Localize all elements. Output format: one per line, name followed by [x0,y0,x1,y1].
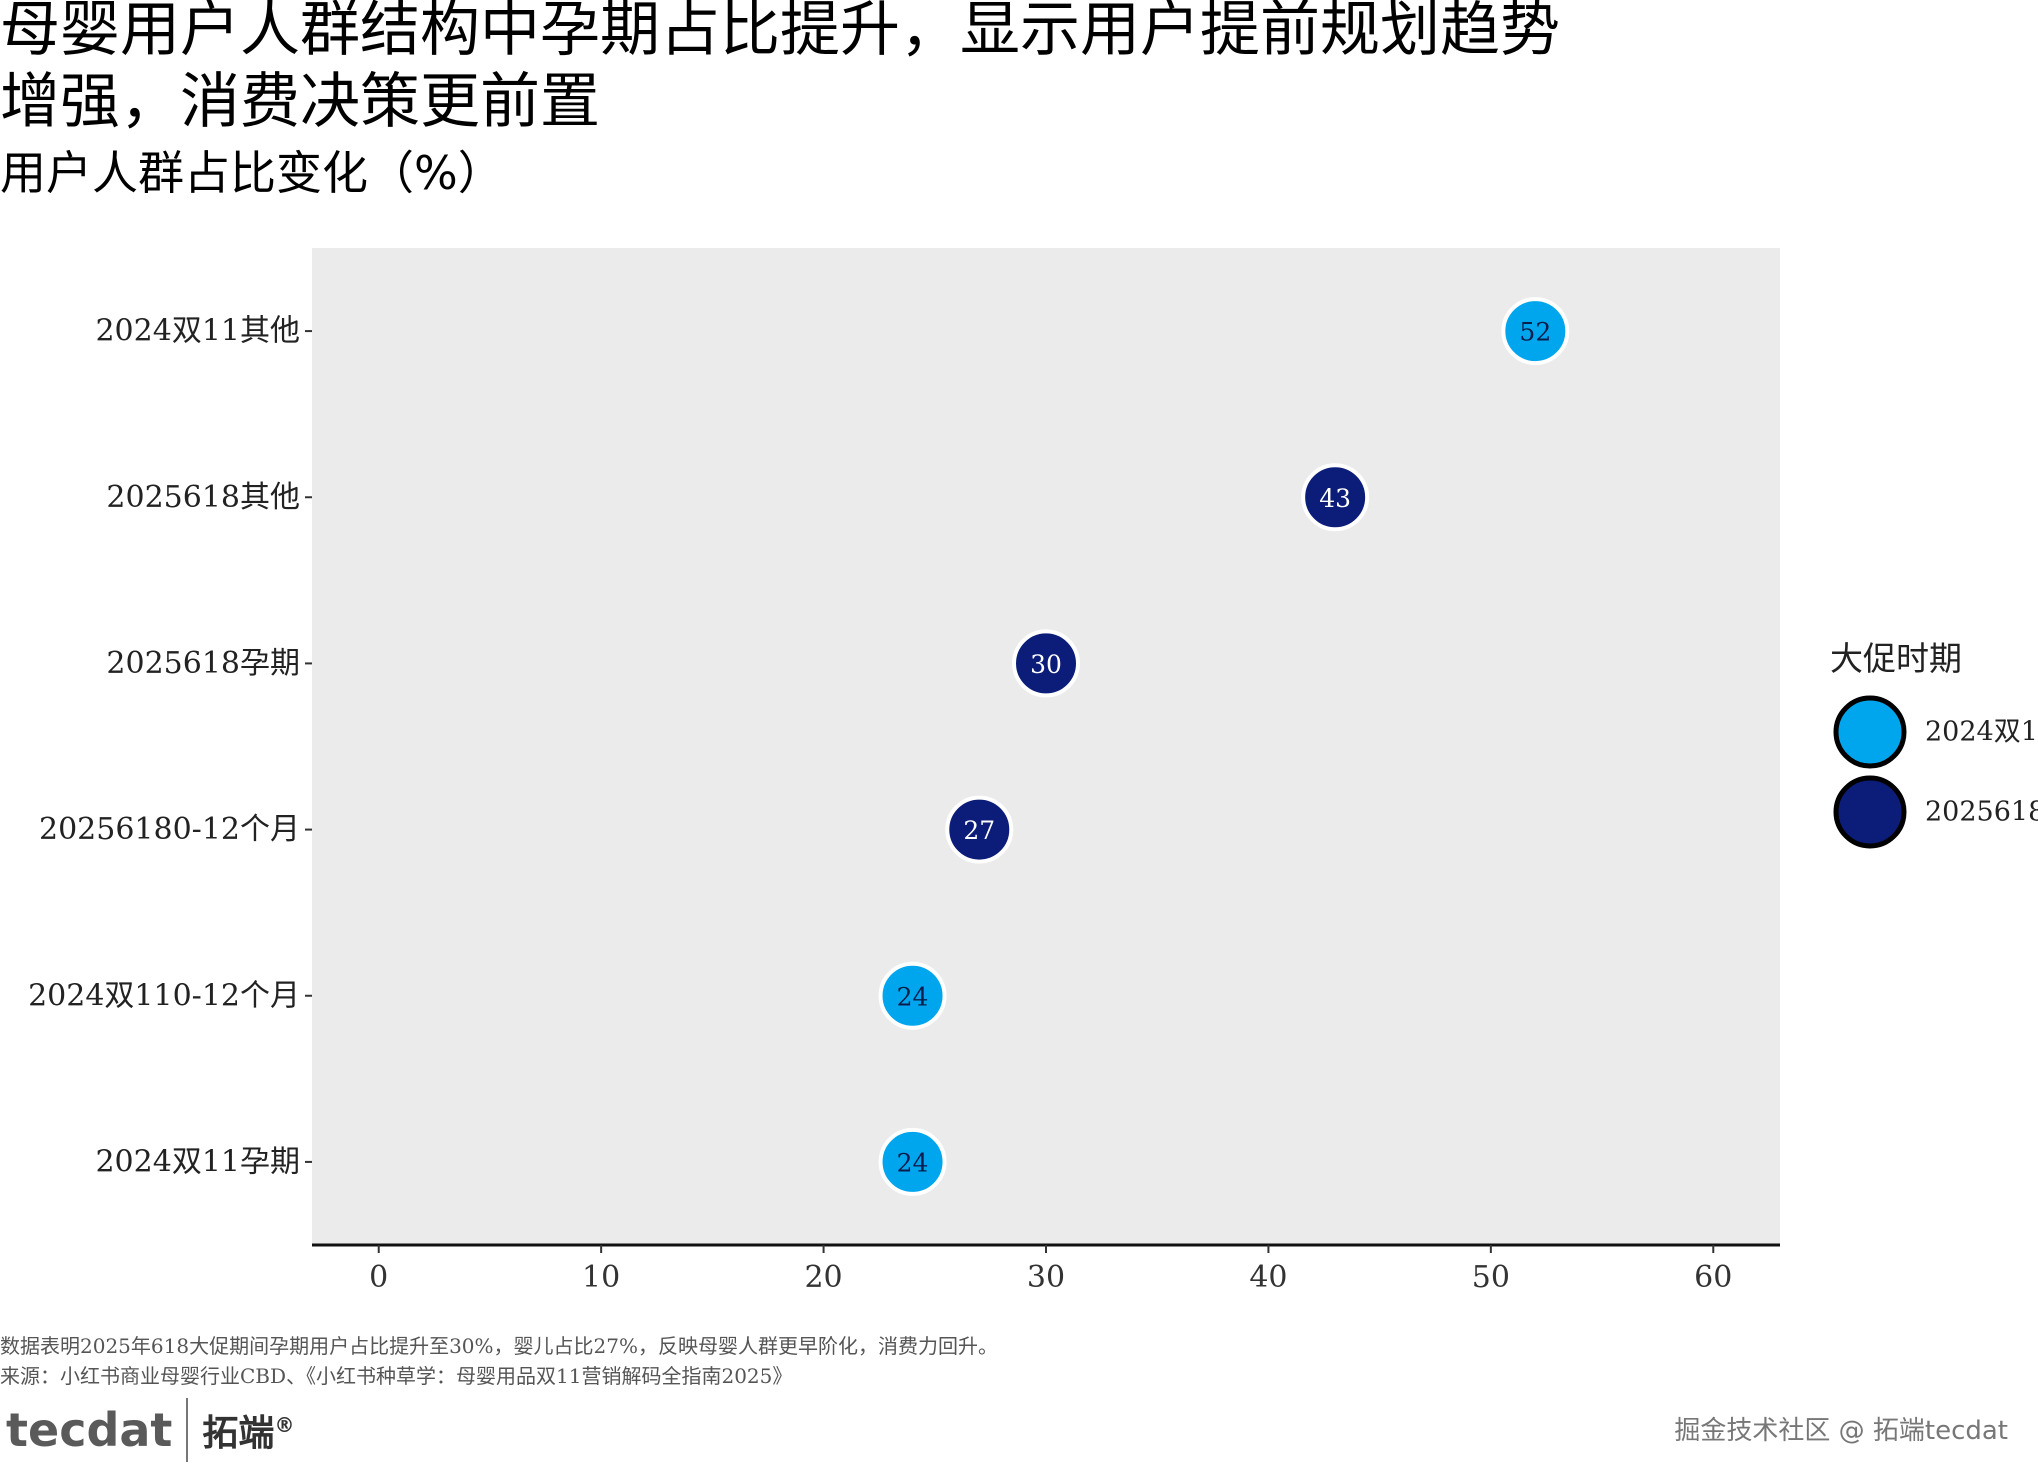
logo-text: tecdat [6,1403,173,1457]
y-axis: 2024双11其他 2025618其他 2025618孕期 20256180-12个月… [28,314,312,1179]
data-point [1501,297,1570,366]
chart-title-line2: 增强，消费决策更前置 [0,67,600,137]
x-tick-label: 0 [369,1260,388,1295]
logo-chinese: 拓端® [202,1404,294,1456]
y-tick-label: 2024双11其他 [95,314,300,349]
data-point [1301,463,1370,532]
data-label: 52 [1519,318,1551,347]
legend-label: 2025618 [1925,797,2038,828]
data-label: 24 [897,1148,929,1177]
x-tick-label: 50 [1472,1260,1510,1295]
legend: 大促时期 2024双11 2025618 [1830,639,2038,849]
y-tick-label: 2024双110-12个月 [28,978,300,1013]
x-tick-label: 30 [1027,1260,1065,1295]
watermark: 掘金技术社区 @ 拓端tecdat [1674,1416,2008,1446]
data-label: 27 [963,816,995,845]
legend-title: 大促时期 [1830,639,1962,678]
footnote: 数据表明2025年618大促期间孕期用户占比提升至30%，婴儿占比27%，反映母… [0,1334,998,1358]
registered-mark: ® [274,1413,295,1437]
chart-title-line1: 母婴用户人群结构中孕期占比提升，显示用户提前规划趋势 [0,0,1560,65]
legend-key [1833,775,1907,849]
plot-panel [312,248,1780,1245]
source-note: 来源：小红书商业母婴行业CBD、《小红书种草学：母婴用品双11营销解码全指南20… [0,1364,793,1388]
y-tick-label: 2025618孕期 [106,646,300,681]
x-tick-label: 20 [804,1260,842,1295]
y-tick-label: 2024双11孕期 [95,1144,300,1179]
y-tick-label: 2025618其他 [106,480,300,515]
logo-divider [186,1398,189,1462]
x-tick-label: 10 [582,1260,620,1295]
x-tick-label: 40 [1249,1260,1287,1295]
data-label: 30 [1030,650,1062,679]
data-label: 24 [897,982,929,1011]
data-label: 43 [1319,484,1351,513]
logo-chinese-text: 拓端 [202,1413,275,1454]
y-tick-label: 20256180-12个月 [39,812,300,847]
data-point [878,961,947,1030]
data-point [945,795,1014,864]
x-axis: 0 10 20 30 40 50 60 [312,1243,1780,1295]
legend-label: 2024双11 [1925,717,2038,748]
data-points: 52 43 30 27 24 24 [878,297,1570,1196]
chart-subtitle: 用户人群占比变化（%） [0,146,504,200]
brand-logo: tecdat 拓端® [6,1390,294,1470]
data-point [1012,629,1080,698]
dot-chart: 2024双11其他 2025618其他 2025618孕期 20256180-12个月… [28,248,2038,1295]
legend-key [1833,695,1907,769]
data-point [878,1127,947,1196]
x-tick-label: 60 [1694,1260,1732,1295]
